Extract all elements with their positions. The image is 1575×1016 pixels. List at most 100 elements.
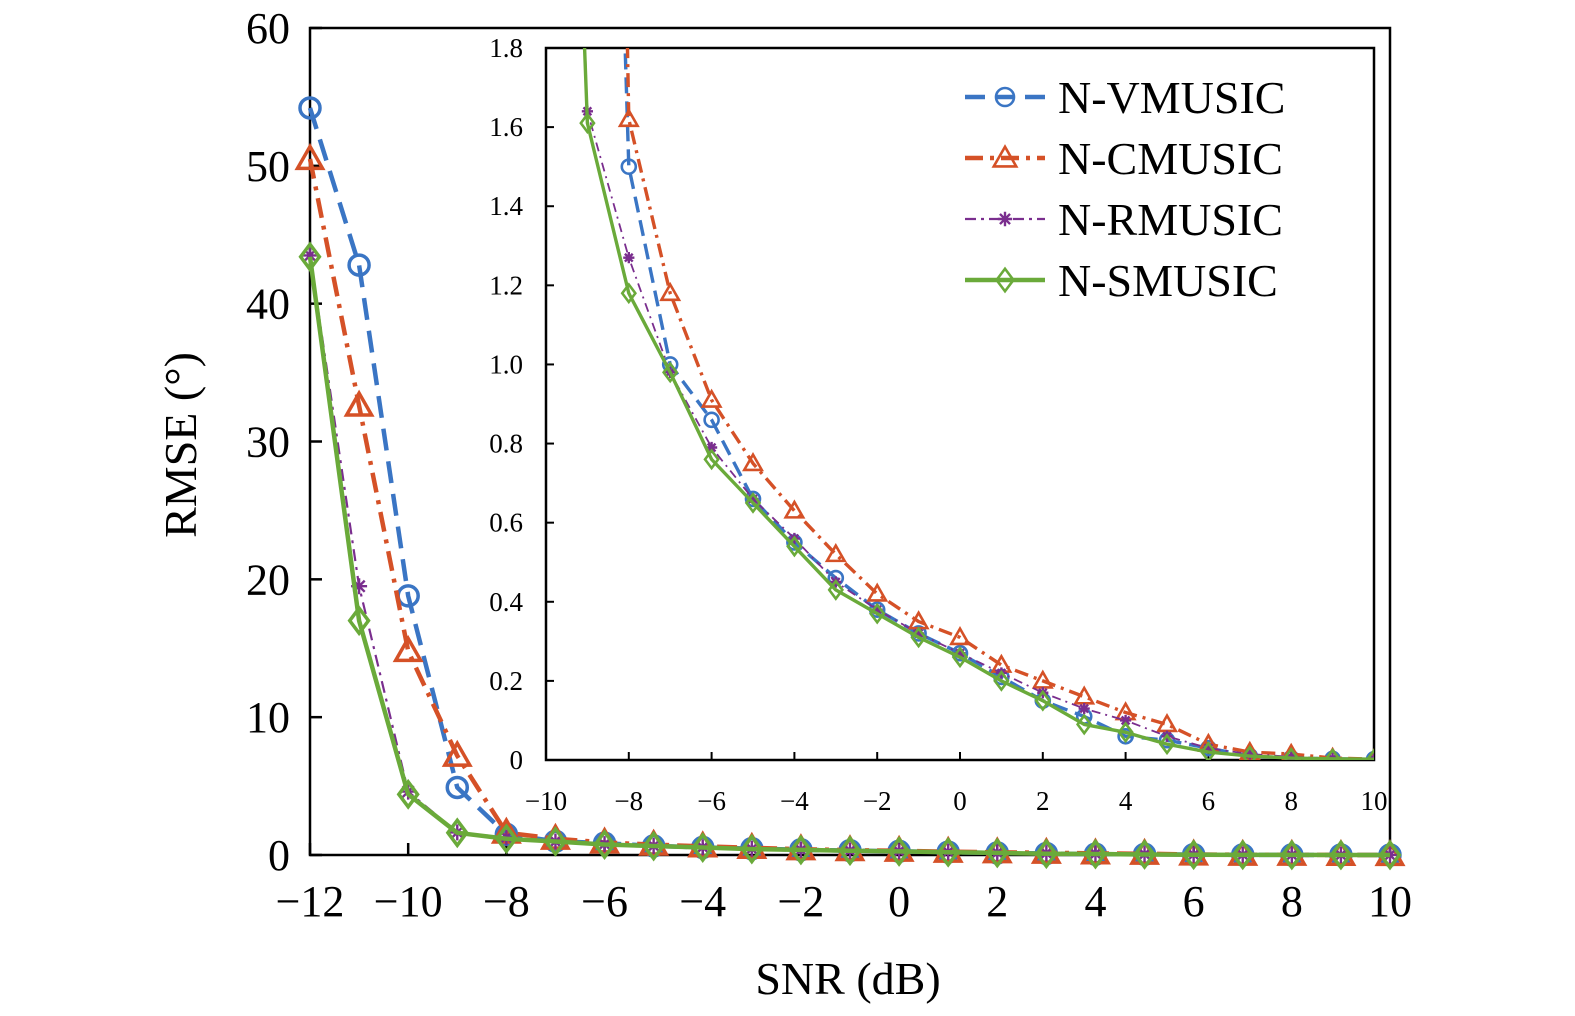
data-point <box>302 247 318 264</box>
legend-entry-n-cmusic: N-CMUSIC <box>965 133 1283 184</box>
inset-data-point <box>871 604 883 616</box>
legend-label: N-VMUSIC <box>1058 72 1285 123</box>
inset-data-point <box>744 490 762 508</box>
x-tick-label: 4 <box>1084 877 1106 926</box>
legend-label: N-SMUSIC <box>1058 255 1278 306</box>
legend-marker <box>994 86 1016 108</box>
inset-data-point <box>620 158 638 175</box>
inset-y-tick-label: 1.4 <box>489 191 523 221</box>
x-tick-label: −6 <box>581 877 628 926</box>
inset-data-point <box>1283 747 1300 760</box>
inset-data-point <box>1078 702 1090 715</box>
inset-data-point <box>742 451 764 472</box>
x-tick-label: −10 <box>374 877 443 926</box>
data-point <box>592 829 617 860</box>
inset-y-tick-label: 0.8 <box>489 429 523 459</box>
y-tick-label: 30 <box>246 418 290 467</box>
axis-labels: SNR (dB) RMSE (°) <box>155 352 941 1004</box>
data-point <box>396 778 420 810</box>
inset-series-line <box>584 48 1374 760</box>
inset-data-point <box>747 493 759 505</box>
inset-data-point <box>1324 747 1341 760</box>
y-tick-label: 40 <box>246 280 290 329</box>
inset-data-point <box>1241 745 1258 760</box>
inset-data-point <box>1076 713 1093 736</box>
data-point <box>494 823 518 855</box>
data-point <box>294 142 326 171</box>
data-point <box>441 739 473 767</box>
inset-data-point <box>744 491 762 514</box>
data-point <box>838 835 862 867</box>
data-point <box>343 389 375 417</box>
inset-x-tick-label: 0 <box>953 786 967 816</box>
data-point <box>351 578 368 595</box>
inset-data-point <box>1365 748 1374 760</box>
y-tick-label: 60 <box>246 4 290 53</box>
legend-label: N-CMUSIC <box>1058 133 1283 184</box>
inset-series-line <box>582 48 1374 760</box>
inset-x-tick-label: −4 <box>780 786 809 816</box>
data-point <box>887 835 911 867</box>
data-point <box>789 834 813 866</box>
inset-data-point <box>1117 721 1134 744</box>
data-point <box>642 830 666 862</box>
x-tick-label: −2 <box>777 877 824 926</box>
legend: N-VMUSIC N-CMUSIC N-RMUSIC N-SMUSIC <box>965 72 1285 306</box>
inset-data-point <box>1034 689 1051 712</box>
inset-x-tick-label: 10 <box>1361 786 1388 816</box>
data-point <box>1182 839 1206 871</box>
inset-x-tick-label: 8 <box>1284 786 1298 816</box>
inset-data-point <box>866 582 889 602</box>
inset-data-point <box>783 499 806 519</box>
legend-label: N-RMUSIC <box>1058 194 1283 245</box>
data-point <box>1378 839 1402 871</box>
inset-x-tick-label: 6 <box>1202 786 1216 816</box>
x-axis-label: SNR (dB) <box>755 953 940 1004</box>
y-tick-label: 20 <box>246 555 290 604</box>
legend-entry-n-rmusic: N-RMUSIC <box>965 194 1283 245</box>
data-point <box>691 832 715 863</box>
inset-data-point <box>706 441 718 454</box>
inset-y-tick-label: 1.6 <box>489 112 523 142</box>
inset-data-point <box>1202 742 1214 754</box>
y-tick-label: 10 <box>246 693 290 742</box>
data-point <box>392 634 424 663</box>
inset-data-point <box>1200 741 1217 760</box>
y-axis-label: RMSE (°) <box>155 352 206 538</box>
inset-y-tick-label: 0 <box>510 745 524 775</box>
y-tick-label: 50 <box>246 142 290 191</box>
data-point <box>1280 839 1304 871</box>
inset-series-n-smusic <box>579 48 1374 760</box>
inset-data-point <box>703 411 720 429</box>
data-point <box>1034 838 1058 870</box>
inset-data-point <box>617 107 640 128</box>
inset-data-point <box>700 388 723 408</box>
inset-y-tick-label: 1.0 <box>489 349 523 379</box>
inset-data-point <box>1244 748 1256 760</box>
inset-data-point <box>620 282 637 305</box>
inset-x-tick-label: −8 <box>614 786 643 816</box>
inset-y-tick-label: 0.4 <box>489 587 523 617</box>
legend-entry-n-vmusic: N-VMUSIC <box>965 72 1285 123</box>
inset-data-point <box>824 542 847 563</box>
inset-data-point <box>993 669 1010 692</box>
inset-data-point <box>949 626 971 646</box>
x-tick-label: 8 <box>1281 877 1303 926</box>
inset-data-point <box>703 448 720 471</box>
series-line <box>307 256 1391 858</box>
inset-data-point <box>913 627 925 640</box>
inset-x-tick-label: −10 <box>525 786 567 816</box>
legend-marker <box>997 211 1013 227</box>
inset-data-point <box>1117 727 1134 745</box>
y-tick-label: 0 <box>268 831 290 880</box>
inset-data-point <box>954 647 966 659</box>
inset-x-tick-label: −2 <box>863 786 892 816</box>
x-tick-label: −4 <box>679 877 726 926</box>
legend-marker <box>991 144 1019 168</box>
inset-x-tick-label: −6 <box>697 786 726 816</box>
data-point <box>740 833 764 865</box>
inset-data-point <box>827 578 844 601</box>
data-point <box>543 826 568 857</box>
series-n-smusic <box>298 241 1402 871</box>
